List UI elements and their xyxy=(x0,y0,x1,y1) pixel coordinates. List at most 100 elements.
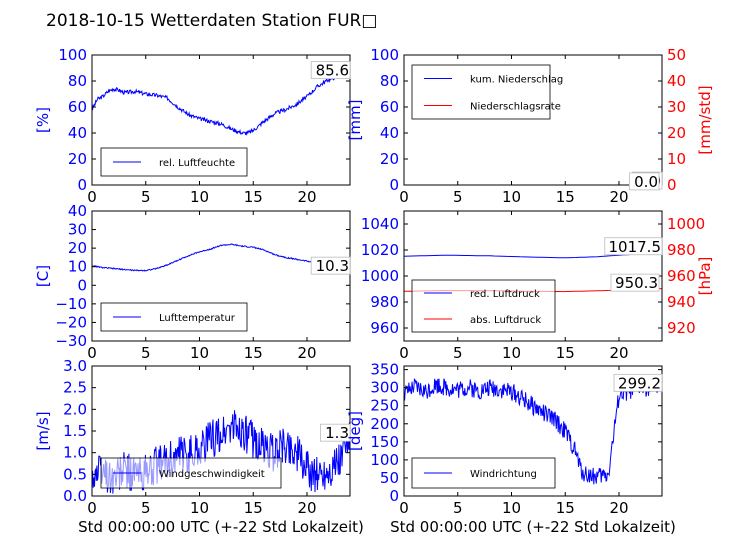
y-tick-label: 960 xyxy=(370,319,399,337)
y-tick-label: 350 xyxy=(370,361,399,379)
y-axis-label: [mm] xyxy=(346,100,364,141)
x-tick-label: 20 xyxy=(609,499,628,517)
legend-precip: kum. Niederschlag Niederschlagsrate xyxy=(411,64,563,120)
legend-label: rel. Luftfeuchte xyxy=(159,158,235,169)
x-tick-label: 20 xyxy=(297,344,316,362)
value-annotation: 1017.5 xyxy=(604,237,663,256)
svg-text:10.3: 10.3 xyxy=(316,257,349,275)
value-annotation: 10.3 xyxy=(310,256,351,275)
legend-label: Lufttemperatur xyxy=(159,313,236,324)
value-annotation: 299.2 xyxy=(613,373,663,392)
y-tick-label: 10 xyxy=(68,258,87,276)
y-tick-label: −20 xyxy=(55,313,87,331)
subplot-precip: 0 5 10 15 20 0 20 40 60 80 100 0 10 20 30 40 50 [mm] [mm/s… xyxy=(346,46,714,206)
y2-tick-label: 40 xyxy=(667,72,686,90)
y2-tick-label: 20 xyxy=(667,124,686,142)
y-tick-label: 40 xyxy=(380,124,399,142)
x-tick-label: 15 xyxy=(556,188,575,206)
y-tick-label: 1020 xyxy=(361,241,399,259)
x-tick-label: 10 xyxy=(502,499,521,517)
svg-text:1017.5: 1017.5 xyxy=(609,238,662,256)
y-tick-label: 0 xyxy=(77,276,87,294)
y-axis-label: [deg] xyxy=(346,411,364,451)
x-tick-label: 10 xyxy=(502,344,521,362)
y-tick-label: 0.0 xyxy=(63,487,87,505)
y2-tick-label: 980 xyxy=(667,241,696,259)
y-tick-label: 20 xyxy=(68,150,87,168)
value-annotation: 0.0 xyxy=(629,172,660,191)
y-tick-label: 40 xyxy=(68,124,87,142)
x-tick-label: 10 xyxy=(190,499,209,517)
subplot-windspeed: 0 5 10 15 20 0.0 0.5 1.0 1.5 2.0 2.5 3.0 [m/s] Std 00… xyxy=(34,357,364,536)
legend-label: abs. Luftdruck xyxy=(470,315,541,326)
x-axis-label: Std 00:00:00 UTC (+-22 Std Lokalzeit) xyxy=(390,518,676,536)
y-axis-label: [m/s] xyxy=(34,411,52,450)
x-tick-label: 15 xyxy=(244,499,263,517)
y-tick-label: −10 xyxy=(55,295,87,313)
y-tick-label: 100 xyxy=(370,46,399,64)
legend-label: red. Luftdruck xyxy=(470,289,540,300)
y-tick-label: 200 xyxy=(370,415,399,433)
svg-text:950.3: 950.3 xyxy=(615,274,658,292)
y-tick-label: 20 xyxy=(380,150,399,168)
y-tick-label: 1.0 xyxy=(63,444,87,462)
y-tick-label: 0 xyxy=(389,487,399,505)
svg-text:1.3: 1.3 xyxy=(325,424,349,442)
y2-tick-label: 30 xyxy=(667,98,686,116)
y-tick-label: 20 xyxy=(68,239,87,257)
y-tick-label: 1000 xyxy=(361,267,399,285)
y2-tick-label: 920 xyxy=(667,319,696,337)
y2-axis-label: [mm/std] xyxy=(696,85,714,154)
y-tick-label: 60 xyxy=(68,98,87,116)
x-tick-label: 20 xyxy=(297,499,316,517)
x-tick-label: 15 xyxy=(556,344,575,362)
y-tick-label: 0 xyxy=(389,176,399,194)
y-tick-label: 40 xyxy=(68,202,87,220)
x-tick-label: 0 xyxy=(87,344,97,362)
figure-title: 2018-10-15 Wetterdaten Station FUR□ xyxy=(46,11,377,31)
y-tick-label: 250 xyxy=(370,397,399,415)
value-annotation: 950.3 xyxy=(610,273,660,292)
y2-tick-label: 0 xyxy=(667,176,677,194)
y2-tick-label: 940 xyxy=(667,293,696,311)
axes-frame-winddir xyxy=(403,365,663,497)
y-tick-label: 3.0 xyxy=(63,357,87,375)
subplot-humidity: 0 5 10 15 20 0 20 40 60 80 100 [%] rel. Luftfeuchte 8… xyxy=(34,46,351,206)
legend-temperature: Lufttemperatur xyxy=(100,302,248,332)
x-tick-label: 5 xyxy=(141,188,151,206)
legend-windspeed: Windgeschwindigkeit xyxy=(100,457,282,489)
series-line-pressure-0 xyxy=(404,252,662,259)
x-tick-label: 5 xyxy=(453,499,463,517)
y-tick-label: 80 xyxy=(380,72,399,90)
y2-axis-label: [hPa] xyxy=(696,257,714,296)
legend-label: Windrichtung xyxy=(470,469,537,480)
y-tick-label: 980 xyxy=(370,293,399,311)
axes-frame-temperature xyxy=(91,210,351,342)
value-annotation: 1.3 xyxy=(319,423,351,442)
x-tick-label: 20 xyxy=(609,344,628,362)
x-tick-label: 10 xyxy=(502,188,521,206)
y2-tick-label: 10 xyxy=(667,150,686,168)
x-tick-label: 15 xyxy=(244,344,263,362)
x-tick-label: 20 xyxy=(609,188,628,206)
svg-text:299.2: 299.2 xyxy=(618,374,661,392)
x-tick-label: 10 xyxy=(190,188,209,206)
y-axis-label: [%] xyxy=(34,107,52,133)
legend-winddir: Windrichtung xyxy=(411,457,556,489)
y2-tick-label: 1000 xyxy=(667,215,705,233)
y-tick-label: 0 xyxy=(77,176,87,194)
x-tick-label: 5 xyxy=(453,188,463,206)
y-tick-label: 0.5 xyxy=(63,465,87,483)
y-tick-label: 2.0 xyxy=(63,400,87,418)
x-axis-label: Std 00:00:00 UTC (+-22 Std Lokalzeit) xyxy=(78,518,364,536)
y-tick-label: 50 xyxy=(380,469,399,487)
subplot-pressure: 0 5 10 15 20 960 980 1000 1020 1040 920 940 960 980 10… xyxy=(361,210,714,362)
y2-tick-label: 960 xyxy=(667,267,696,285)
y-tick-label: 60 xyxy=(380,98,399,116)
legend-label: kum. Niederschlag xyxy=(470,75,563,86)
y-tick-label: −30 xyxy=(55,332,87,350)
x-tick-label: 10 xyxy=(190,344,209,362)
series-line-humidity-0 xyxy=(92,71,350,136)
